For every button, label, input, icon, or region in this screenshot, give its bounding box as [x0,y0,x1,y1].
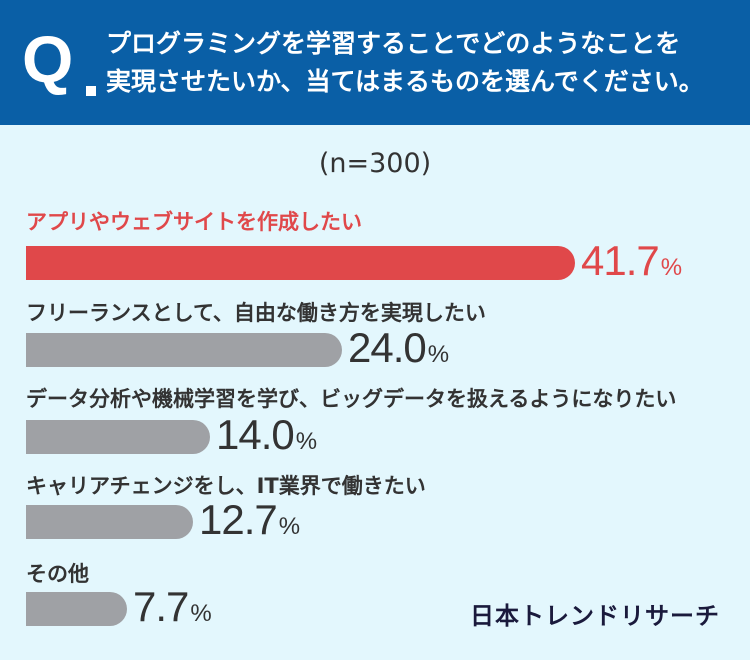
brand-logo: 日本トレンドリサーチ [470,602,720,630]
percent-sign: % [660,254,683,281]
category-label: フリーランスとして、自由な働き方を実現したい [26,301,486,325]
value-number: 7.7 [133,583,189,630]
question-text: プログラミングを学習することでどのようなことを 実現させたいか、当てはまるものを… [106,25,746,101]
q-mark: Q [22,22,74,96]
bar [26,592,127,626]
category-label: データ分析や機械学習を学び、ビッグデータを扱えるようになりたい [26,387,677,411]
bar [26,333,342,367]
category-label: キャリアチェンジをし、IT業界で働きたい [26,474,426,498]
value-label: 41.7% [581,240,682,282]
q-dot [86,86,96,96]
bar [26,505,193,539]
bar [26,246,575,280]
value-number: 24.0 [348,324,427,371]
category-label: その他 [26,562,89,586]
value-number: 41.7 [581,237,660,284]
category-label: アプリやウェブサイトを作成したい [26,210,362,234]
sample-size: (n=300) [318,148,432,179]
question-line-2: 実現させたいか、当てはまるものを選んでください。 [106,67,704,96]
percent-sign: % [278,513,301,540]
value-label: 7.7% [133,586,212,628]
percent-sign: % [190,600,212,627]
question-line-1: プログラミングを学習することでどのようなことを [106,29,681,58]
percent-sign: % [295,428,318,455]
header-banner: Q プログラミングを学習することでどのようなことを 実現させたいか、当てはまるも… [0,0,750,125]
bar [26,420,210,454]
value-number: 14.0 [216,411,295,458]
value-label: 14.0% [216,414,317,456]
percent-sign: % [427,341,450,368]
value-label: 12.7% [199,499,300,541]
value-number: 12.7 [199,496,278,543]
value-label: 24.0% [348,327,449,369]
